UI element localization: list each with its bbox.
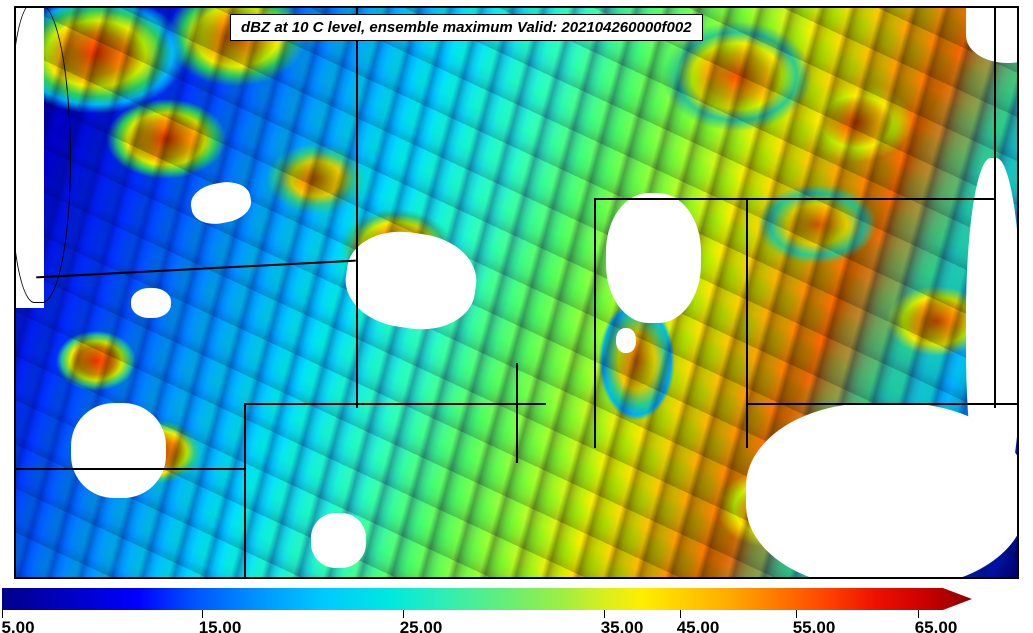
no-data-region: [311, 513, 366, 568]
map-valid-time: 202104260000f002: [561, 19, 691, 36]
state-border: [356, 8, 358, 408]
lake-outline-small: [616, 328, 636, 353]
colorbar-tick-label: 15.00: [199, 618, 242, 633]
coastline: [14, 6, 71, 303]
no-data-region: [916, 468, 971, 508]
lake-outline: [131, 288, 171, 318]
map-title-text: dBZ at 10 C level, ensemble maximum: [241, 19, 513, 36]
state-border: [594, 198, 596, 448]
colorbar-tick: [918, 610, 919, 618]
map-frame: [14, 6, 1019, 579]
state-border: [16, 468, 246, 470]
colorbar-tick: [680, 610, 681, 618]
colorbar-tick: [202, 610, 203, 618]
colorbar-tick: [2, 610, 3, 618]
state-border: [994, 8, 996, 408]
state-border: [244, 403, 356, 405]
colorbar-tick-label: 55.00: [793, 618, 836, 633]
map-title-box: dBZ at 10 C level, ensemble maximum Vali…: [230, 14, 703, 41]
dbz-colorbar[interactable]: [2, 588, 972, 610]
colorbar-tick: [403, 610, 404, 618]
colorbar-container: 5.00 15.00 25.00 35.00 45.00 55.00 65.00: [0, 588, 1033, 633]
no-data-region: [746, 403, 1019, 579]
no-data-region: [188, 178, 254, 228]
state-border: [516, 363, 518, 463]
colorbar-tick: [604, 610, 605, 618]
state-border: [594, 198, 994, 200]
map-title-separator: Valid:: [513, 19, 562, 36]
colorbar-tick-label: 45.00: [677, 618, 720, 633]
state-border: [746, 403, 1019, 405]
colorbar-tick-label: 25.00: [400, 618, 443, 633]
weather-radar-app: dBZ at 10 C level, ensemble maximum Vali…: [0, 0, 1033, 633]
state-border: [244, 403, 246, 579]
colorbar-tick-label: 35.00: [601, 618, 644, 633]
us-canada-border: [36, 260, 356, 279]
no-data-region: [966, 8, 1019, 63]
colorbar-tick: [796, 610, 797, 618]
great-salt-lake: [71, 403, 166, 498]
colorbar-tick-label: 5.00: [1, 618, 34, 633]
lake-winnipeg: [606, 193, 701, 323]
state-border: [746, 198, 748, 448]
colorbar-tick-label: 65.00: [915, 618, 958, 633]
no-data-region: [340, 224, 482, 336]
radar-reflectivity-map[interactable]: [16, 8, 1017, 577]
